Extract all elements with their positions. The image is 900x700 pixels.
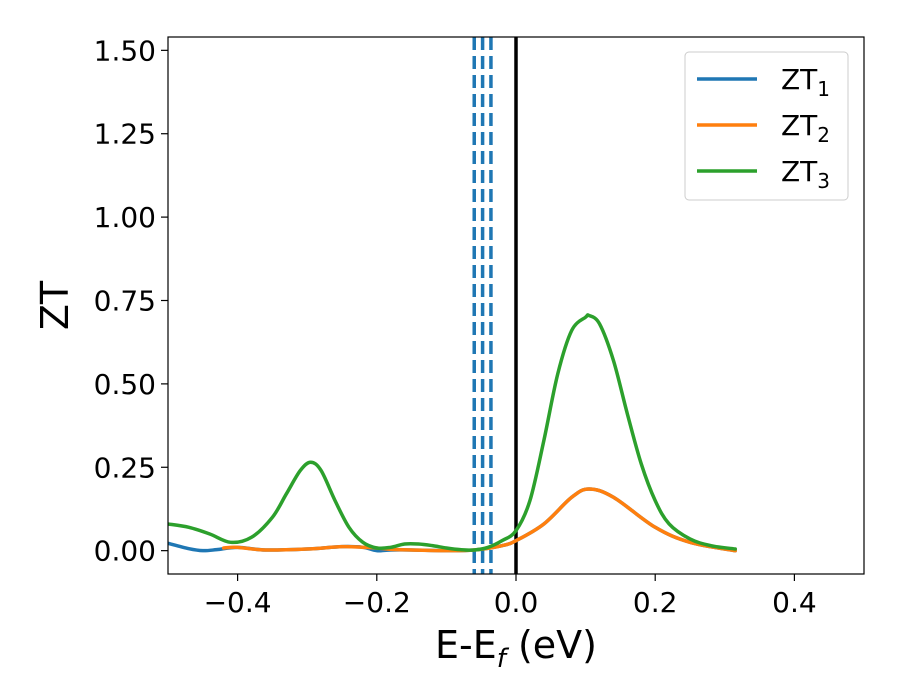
x-tick-label: 0.2 xyxy=(633,586,678,619)
y-tick-label: 0.75 xyxy=(94,284,156,317)
x-axis-label: E-Ef (eV) xyxy=(435,623,597,674)
x-tick-label: −0.4 xyxy=(204,586,272,619)
x-tick-label: 0.4 xyxy=(772,586,817,619)
x-tick-label: −0.2 xyxy=(343,586,411,619)
legend-label-sub: 1 xyxy=(817,77,830,101)
x-axis-label-unit: (eV) xyxy=(506,623,597,667)
x-tick-label: 0.0 xyxy=(494,586,539,619)
series-line-zt3 xyxy=(168,313,737,552)
y-axis-label: ZT xyxy=(33,280,77,330)
legend-label-sub: 3 xyxy=(817,169,830,193)
y-tick-label: 1.00 xyxy=(94,201,156,234)
y-tick-label: 0.50 xyxy=(94,368,156,401)
y-tick-label: 0.00 xyxy=(94,535,156,568)
y-tick-label: 0.25 xyxy=(94,451,156,484)
series-layer xyxy=(168,313,737,553)
legend-label-main: ZT xyxy=(781,63,818,96)
y-tick-label: 1.25 xyxy=(94,118,156,151)
legend-box xyxy=(684,51,849,201)
legend-label-zt3: ZT3 xyxy=(781,155,830,193)
legend-label-main: ZT xyxy=(781,155,818,188)
legend-label-zt1: ZT1 xyxy=(781,63,830,101)
x-axis-label-main: E-E xyxy=(435,623,497,667)
y-tick-label: 1.50 xyxy=(94,34,156,67)
x-axis-ticks: −0.4 −0.2 0.0 0.2 0.4 xyxy=(204,574,817,619)
legend-label-main: ZT xyxy=(781,109,818,142)
legend-label-sub: 2 xyxy=(817,123,830,147)
y-axis-ticks: 0.00 0.25 0.50 0.75 1.00 1.25 1.50 xyxy=(94,34,168,568)
legend-label-zt2: ZT2 xyxy=(781,109,830,147)
vertical-lines xyxy=(472,37,518,574)
